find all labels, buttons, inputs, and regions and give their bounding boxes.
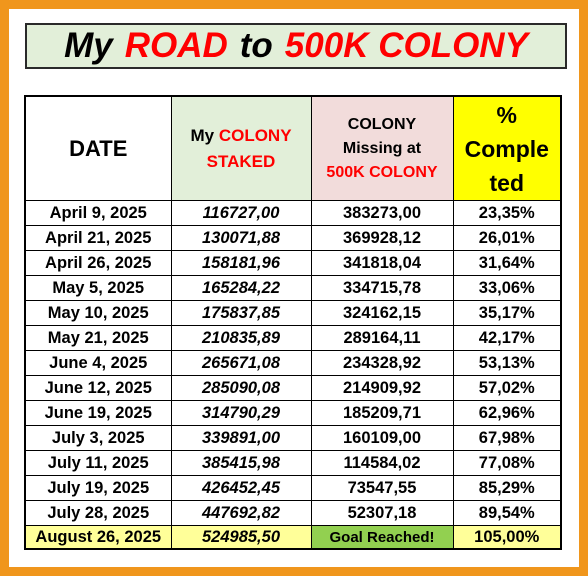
cell-missing: 341818,04 [310, 250, 454, 276]
cell-percent: 77,08% [452, 450, 562, 476]
table-row: May 10, 2025 175837,85 324162,15 35,17% [24, 300, 562, 326]
title-part-road: ROAD [124, 26, 228, 65]
cell-percent: 53,13% [452, 350, 562, 376]
cell-staked: 165284,22 [170, 275, 312, 301]
cell-missing: 324162,15 [310, 300, 454, 326]
cell-missing: 234328,92 [310, 350, 454, 376]
cell-percent: 85,29% [452, 475, 562, 501]
header-row: DATE My COLONY STAKED COLONY Missing at … [24, 95, 562, 201]
cell-staked: 285090,08 [170, 375, 312, 401]
table-row: April 26, 2025 158181,96 341818,04 31,64… [24, 250, 562, 276]
cell-percent: 26,01% [452, 225, 562, 251]
table-row: May 21, 2025 210835,89 289164,11 42,17% [24, 325, 562, 351]
goal-reached-badge: Goal Reached! [310, 525, 454, 550]
cell-staked: 524985,50 [170, 525, 312, 550]
title-part-to: to [239, 26, 273, 65]
cell-percent: 42,17% [452, 325, 562, 351]
cell-missing: 214909,92 [310, 375, 454, 401]
cell-staked: 158181,96 [170, 250, 312, 276]
cell-date: August 26, 2025 [24, 525, 172, 550]
header-staked-label: STAKED [206, 151, 276, 171]
cell-percent: 35,17% [452, 300, 562, 326]
cell-date: June 19, 2025 [24, 400, 172, 426]
cell-staked: 314790,29 [170, 400, 312, 426]
header-percent: % Comple ted [452, 95, 562, 201]
cell-staked: 447692,82 [170, 500, 312, 526]
cell-missing: 185209,71 [310, 400, 454, 426]
header-percent-line3: ted [489, 169, 525, 196]
title-part-goal: 500K COLONY [284, 26, 528, 65]
header-missing-line3: 500K COLONY [326, 163, 438, 181]
cell-staked: 426452,45 [170, 475, 312, 501]
table-row: April 21, 2025 130071,88 369928,12 26,01… [24, 225, 562, 251]
cell-staked: 116727,00 [170, 200, 312, 226]
cell-date: April 26, 2025 [24, 250, 172, 276]
cell-date: July 3, 2025 [24, 425, 172, 451]
header-percent-line1: % [496, 101, 517, 128]
cell-date: July 28, 2025 [24, 500, 172, 526]
cell-staked: 210835,89 [170, 325, 312, 351]
table-row: June 19, 2025 314790,29 185209,71 62,96% [24, 400, 562, 426]
title-part-my: My [64, 26, 113, 65]
cell-missing: 369928,12 [310, 225, 454, 251]
table-row: July 19, 2025 426452,45 73547,55 85,29% [24, 475, 562, 501]
table-row: July 28, 2025 447692,82 52307,18 89,54% [24, 500, 562, 526]
header-missing-line2: Missing at [342, 139, 422, 157]
cell-percent: 33,06% [452, 275, 562, 301]
page-title: My ROAD to 500K COLONY [25, 23, 567, 69]
header-date: DATE [24, 95, 172, 201]
cell-percent: 23,35% [452, 200, 562, 226]
cell-date: May 10, 2025 [24, 300, 172, 326]
cell-missing: 383273,00 [310, 200, 454, 226]
cell-date: April 21, 2025 [24, 225, 172, 251]
cell-staked: 265671,08 [170, 350, 312, 376]
header-date-label: DATE [69, 135, 128, 161]
header-staked: My COLONY STAKED [170, 95, 312, 201]
cell-percent: 105,00% [452, 525, 562, 550]
cell-percent: 57,02% [452, 375, 562, 401]
cell-missing: 114584,02 [310, 450, 454, 476]
cell-percent: 31,64% [452, 250, 562, 276]
header-missing: COLONY Missing at 500K COLONY [310, 95, 454, 201]
table-row: July 11, 2025 385415,98 114584,02 77,08% [24, 450, 562, 476]
cell-percent: 89,54% [452, 500, 562, 526]
cell-missing: 289164,11 [310, 325, 454, 351]
cell-date: May 21, 2025 [24, 325, 172, 351]
cell-percent: 67,98% [452, 425, 562, 451]
header-percent-line2: Comple [464, 135, 549, 162]
table-row: June 4, 2025 265671,08 234328,92 53,13% [24, 350, 562, 376]
table-row: May 5, 2025 165284,22 334715,78 33,06% [24, 275, 562, 301]
progress-table: DATE My COLONY STAKED COLONY Missing at … [24, 95, 562, 550]
cell-staked: 339891,00 [170, 425, 312, 451]
table-row: June 12, 2025 285090,08 214909,92 57,02% [24, 375, 562, 401]
cell-staked: 175837,85 [170, 300, 312, 326]
cell-missing: 73547,55 [310, 475, 454, 501]
header-staked-my: My [190, 125, 215, 145]
cell-date: June 4, 2025 [24, 350, 172, 376]
cell-staked: 385415,98 [170, 450, 312, 476]
cell-date: April 9, 2025 [24, 200, 172, 226]
cell-missing: 160109,00 [310, 425, 454, 451]
cell-missing: 52307,18 [310, 500, 454, 526]
header-missing-line1: COLONY [347, 115, 417, 133]
cell-missing: 334715,78 [310, 275, 454, 301]
final-row: August 26, 2025 524985,50 Goal Reached! … [24, 525, 562, 550]
table-row: April 9, 2025 116727,00 383273,00 23,35% [24, 200, 562, 226]
cell-date: July 11, 2025 [24, 450, 172, 476]
cell-date: July 19, 2025 [24, 475, 172, 501]
table-row: July 3, 2025 339891,00 160109,00 67,98% [24, 425, 562, 451]
cell-percent: 62,96% [452, 400, 562, 426]
cell-staked: 130071,88 [170, 225, 312, 251]
header-staked-colony: COLONY [218, 125, 292, 145]
cell-date: June 12, 2025 [24, 375, 172, 401]
cell-date: May 5, 2025 [24, 275, 172, 301]
